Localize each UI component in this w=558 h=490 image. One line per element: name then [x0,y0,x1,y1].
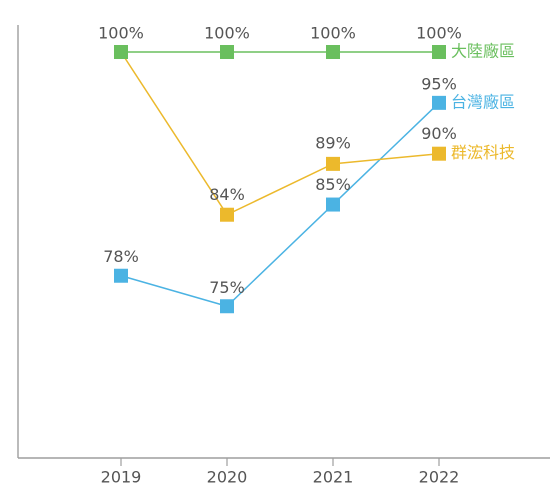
series-line [120,51,440,216]
x-tick-label: 2019 [101,468,142,487]
data-label: 84% [209,185,245,204]
series-line [120,102,440,308]
data-label: 100% [416,24,462,43]
data-point-marker [326,156,340,171]
series-name-label: 台灣廠區 [451,92,515,111]
data-label: 78% [103,247,139,266]
data-point-marker [432,45,446,59]
data-point-marker [114,268,128,283]
data-point-marker [114,45,128,59]
x-tick-label: 2021 [313,468,354,487]
data-point-marker [220,299,234,314]
data-label: 100% [310,24,356,43]
data-label: 100% [204,24,250,43]
data-point-marker [220,45,234,59]
data-label: 75% [209,278,245,297]
x-tick-label: 2022 [419,468,460,487]
data-point-marker [432,146,446,161]
data-point-marker [432,95,446,110]
x-tick-label: 2020 [207,468,248,487]
data-label: 90% [421,124,457,143]
data-label: 100% [98,24,144,43]
data-point-marker [220,207,234,222]
series-name-label: 群浤科技 [451,143,515,162]
data-label: 95% [421,74,457,93]
series-name-label: 大陸廠區 [451,42,515,61]
data-label: 89% [315,133,351,152]
data-point-marker [326,197,340,212]
data-point-marker [326,45,340,59]
data-label: 85% [315,175,351,194]
